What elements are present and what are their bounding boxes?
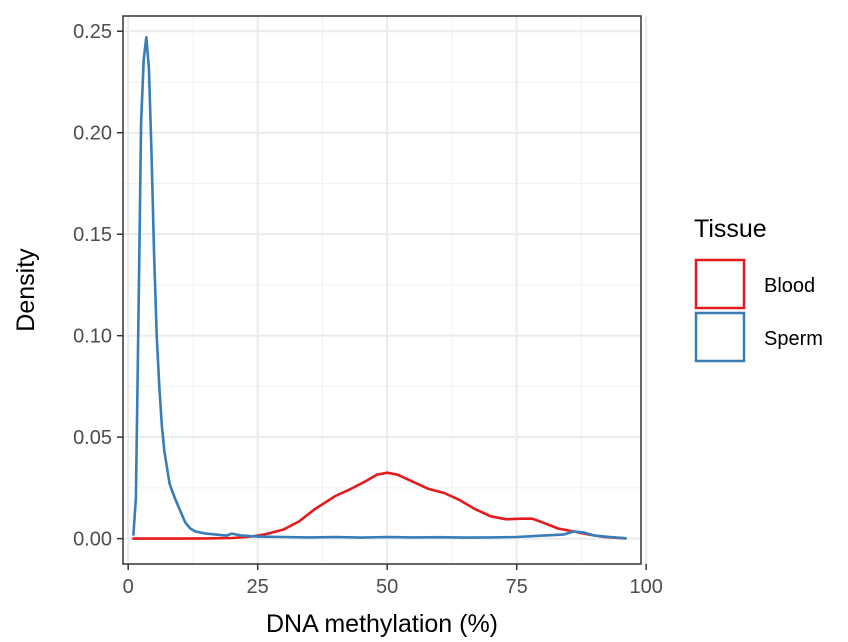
x-tick-label: 75 (506, 576, 528, 598)
x-tick-label: 100 (629, 576, 662, 598)
legend-title: Tissue (694, 215, 767, 243)
x-tick-label: 50 (376, 576, 398, 598)
y-tick-label: 0.10 (73, 326, 112, 348)
legend: Tissue Blood Sperm (694, 215, 823, 363)
legend-key-blood (694, 258, 746, 310)
legend-label-sperm: Sperm (764, 328, 823, 350)
x-tick-label: 25 (247, 576, 269, 598)
series-layer (132, 35, 627, 540)
y-tick-label: 0.00 (73, 529, 112, 551)
grid-lines (123, 16, 648, 564)
plot-panel (123, 16, 641, 564)
legend-key-sperm (694, 311, 746, 363)
y-tick-label: 0.25 (73, 21, 112, 43)
plot-border (122, 15, 642, 565)
y-tick-label: 0.15 (73, 224, 112, 246)
y-tick-label: 0.20 (73, 123, 112, 145)
x-axis-title: DNA methylation (%) (266, 610, 498, 638)
x-tick-label: 0 (123, 576, 134, 598)
axis-ticks: 0 25 50 75 100 0.00 0.05 0.10 0.15 0.20 0.25 (73, 21, 663, 598)
series-line-sperm (132, 35, 627, 540)
y-axis-title: Density (12, 248, 40, 332)
legend-label-blood: Blood (764, 275, 815, 297)
y-tick-label: 0.05 (73, 427, 112, 449)
